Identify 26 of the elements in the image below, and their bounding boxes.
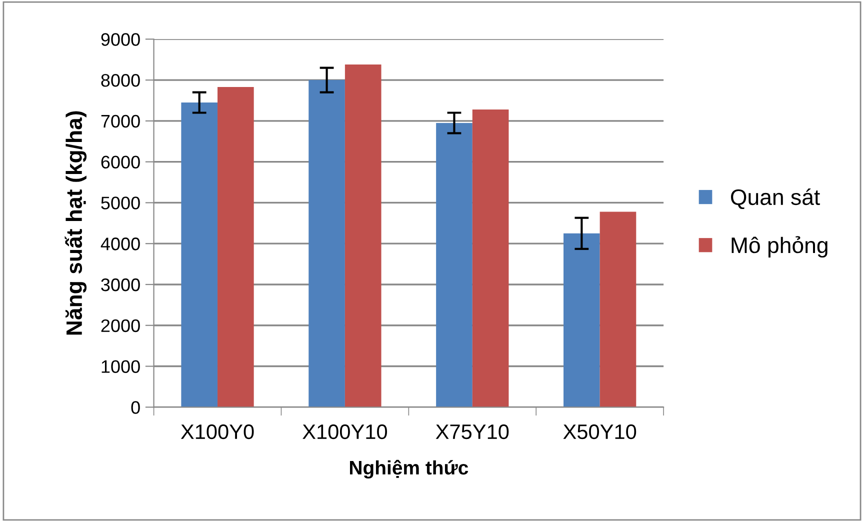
bar (181, 102, 218, 408)
legend-label: Mô phỏng (732, 236, 828, 258)
y-axis-title: Năng suất hạt (kg/ha) (64, 111, 87, 335)
x-tick-label: X50Y10 (563, 424, 636, 440)
bar (436, 122, 472, 408)
y-tick-label: 8000 (101, 74, 140, 87)
bar (472, 109, 509, 408)
x-tick-label: X100Y0 (180, 424, 254, 440)
legend-label: Quan sát (731, 188, 820, 210)
y-tick-label: 1000 (102, 360, 140, 373)
x-tick-label: X75Y10 (436, 424, 509, 440)
x-axis-title: Nghiệm thức (350, 460, 468, 479)
bar (218, 86, 254, 408)
y-tick-label: 7000 (101, 114, 140, 128)
y-tick-label: 9000 (101, 33, 140, 46)
bar (344, 64, 382, 408)
y-tick-label: 4000 (100, 238, 140, 250)
y-tick-label: 6000 (101, 156, 140, 169)
bar (308, 80, 345, 408)
y-tick-label: 0 (131, 401, 140, 414)
bar (564, 233, 600, 408)
y-tick-label: 3000 (101, 278, 140, 292)
bar (600, 212, 636, 408)
x-tick-label: X100Y10 (302, 424, 387, 440)
y-tick-label: 2000 (101, 319, 140, 332)
y-tick-label: 5000 (101, 196, 140, 210)
